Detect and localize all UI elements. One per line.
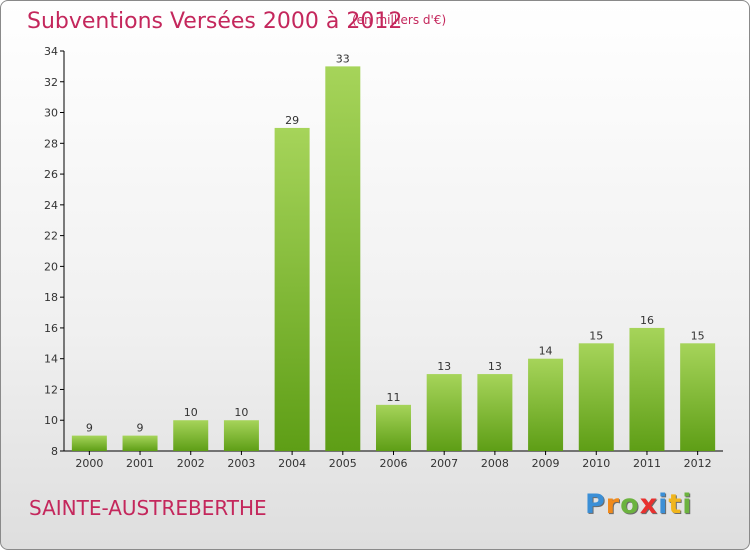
- x-tick-label: 2006: [380, 457, 408, 470]
- bar: [477, 374, 513, 451]
- y-tick-label: 20: [44, 260, 58, 273]
- bar-value-label: 15: [691, 329, 705, 342]
- x-tick-label: 2009: [532, 457, 560, 470]
- x-tick-label: 2010: [582, 457, 610, 470]
- data-labels: 9 9 10 10 29 33 11 13 13 14 15 16 15: [86, 52, 705, 434]
- y-tick-label: 34: [44, 45, 58, 58]
- bars: [71, 66, 716, 451]
- bar: [325, 66, 361, 451]
- logo-letter: P: [585, 489, 606, 520]
- x-tick-label: 2004: [278, 457, 306, 470]
- y-tick-label: 10: [44, 414, 58, 427]
- y-tick-label: 30: [44, 107, 58, 120]
- bar-value-label: 11: [387, 391, 401, 404]
- logo-letter: x: [639, 489, 659, 520]
- y-tick-label: 26: [44, 168, 58, 181]
- x-tick-label: 2011: [633, 457, 661, 470]
- x-tick-label: 2001: [126, 457, 154, 470]
- logo-letter: i: [658, 489, 669, 520]
- x-tick-label: 2000: [75, 457, 103, 470]
- bar: [578, 343, 614, 451]
- logo-letter: o: [620, 489, 640, 520]
- bar-value-label: 33: [336, 52, 350, 65]
- bar: [680, 343, 716, 451]
- x-tick-label: 2003: [227, 457, 255, 470]
- logo-letter: r: [605, 489, 621, 520]
- bar: [71, 435, 107, 451]
- bar: [274, 127, 310, 451]
- x-tick-label: 2008: [481, 457, 509, 470]
- proxiti-logo: Proxiti: [585, 489, 693, 520]
- y-tick-label: 32: [44, 76, 58, 89]
- bar: [376, 404, 411, 451]
- logo-letter: t: [668, 489, 683, 520]
- commune-name: SAINTE-AUSTREBERTHE: [29, 496, 267, 520]
- y-tick-label: 22: [44, 230, 58, 243]
- bar: [173, 420, 209, 451]
- bar-value-label: 9: [86, 422, 93, 435]
- x-tick-label: 2002: [177, 457, 205, 470]
- logo-letter: i: [682, 489, 693, 520]
- y-axis: 8 10 12 14 16 18 20 22 24 26 28 30 32 34: [44, 45, 65, 458]
- bar-value-label: 10: [184, 406, 198, 419]
- bar-value-label: 13: [488, 360, 502, 373]
- y-tick-label: 16: [44, 322, 58, 335]
- y-tick-label: 18: [44, 291, 58, 304]
- unit-note: (en milliers d'€): [352, 13, 447, 27]
- bar-value-label: 15: [589, 329, 603, 342]
- bar: [223, 420, 259, 451]
- bar: [528, 358, 564, 451]
- bar: [629, 327, 665, 451]
- bar-value-label: 29: [285, 114, 299, 127]
- y-tick-label: 24: [44, 199, 58, 212]
- y-tick-label: 8: [51, 445, 58, 458]
- bar: [426, 374, 462, 451]
- bar-value-label: 16: [640, 314, 654, 327]
- bar-value-label: 13: [437, 360, 451, 373]
- x-axis: 2000 2001 2002 2003 2004 2005 2006 2007 2008 2009…: [64, 450, 723, 470]
- x-tick-label: 2012: [684, 457, 712, 470]
- bar-value-label: 10: [234, 406, 248, 419]
- bar-value-label: 14: [539, 345, 553, 358]
- y-tick-label: 28: [44, 137, 58, 150]
- bar: [122, 435, 158, 451]
- y-tick-label: 12: [44, 383, 58, 396]
- x-tick-label: 2005: [329, 457, 357, 470]
- x-tick-label: 2007: [430, 457, 458, 470]
- y-tick-label: 14: [44, 353, 58, 366]
- chart-title: Subventions Versées 2000 à 2012: [27, 9, 403, 34]
- bar-value-label: 9: [137, 422, 144, 435]
